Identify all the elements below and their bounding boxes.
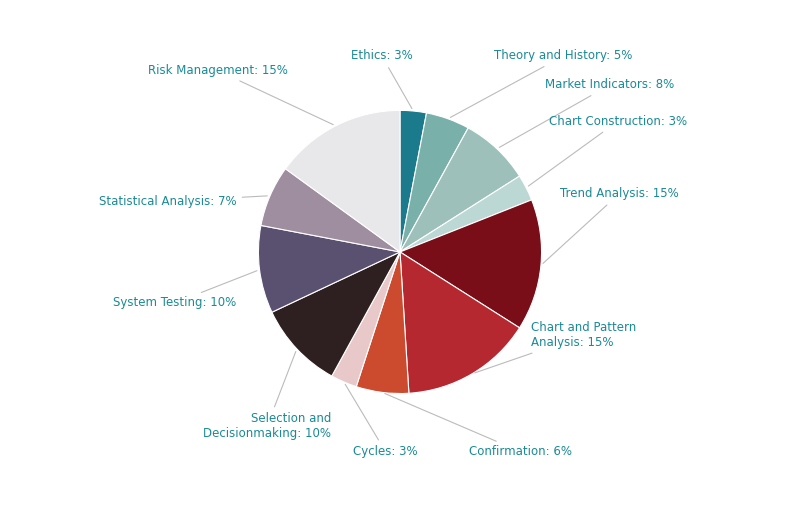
Text: Risk Management: 15%: Risk Management: 15%: [147, 64, 334, 125]
Wedge shape: [272, 252, 400, 376]
Wedge shape: [258, 225, 400, 312]
Text: Ethics: 3%: Ethics: 3%: [351, 49, 413, 109]
Wedge shape: [400, 176, 532, 252]
Text: Chart and Pattern
Analysis: 15%: Chart and Pattern Analysis: 15%: [474, 322, 636, 373]
Wedge shape: [286, 110, 400, 252]
Wedge shape: [400, 113, 468, 252]
Text: Cycles: 3%: Cycles: 3%: [346, 384, 418, 458]
Text: Trend Analysis: 15%: Trend Analysis: 15%: [543, 187, 678, 263]
Wedge shape: [400, 110, 426, 252]
Wedge shape: [261, 169, 400, 252]
Text: Market Indicators: 8%: Market Indicators: 8%: [499, 78, 674, 147]
Wedge shape: [400, 252, 519, 393]
Wedge shape: [356, 252, 409, 393]
Text: Selection and
Decisionmaking: 10%: Selection and Decisionmaking: 10%: [203, 351, 331, 440]
Text: Confirmation: 6%: Confirmation: 6%: [385, 393, 572, 458]
Text: Statistical Analysis: 7%: Statistical Analysis: 7%: [99, 194, 267, 208]
Wedge shape: [400, 128, 519, 252]
Text: Chart Construction: 3%: Chart Construction: 3%: [528, 115, 687, 186]
Wedge shape: [400, 200, 542, 328]
Text: System Testing: 10%: System Testing: 10%: [114, 271, 257, 309]
Wedge shape: [332, 252, 400, 387]
Text: Theory and History: 5%: Theory and History: 5%: [450, 49, 633, 117]
